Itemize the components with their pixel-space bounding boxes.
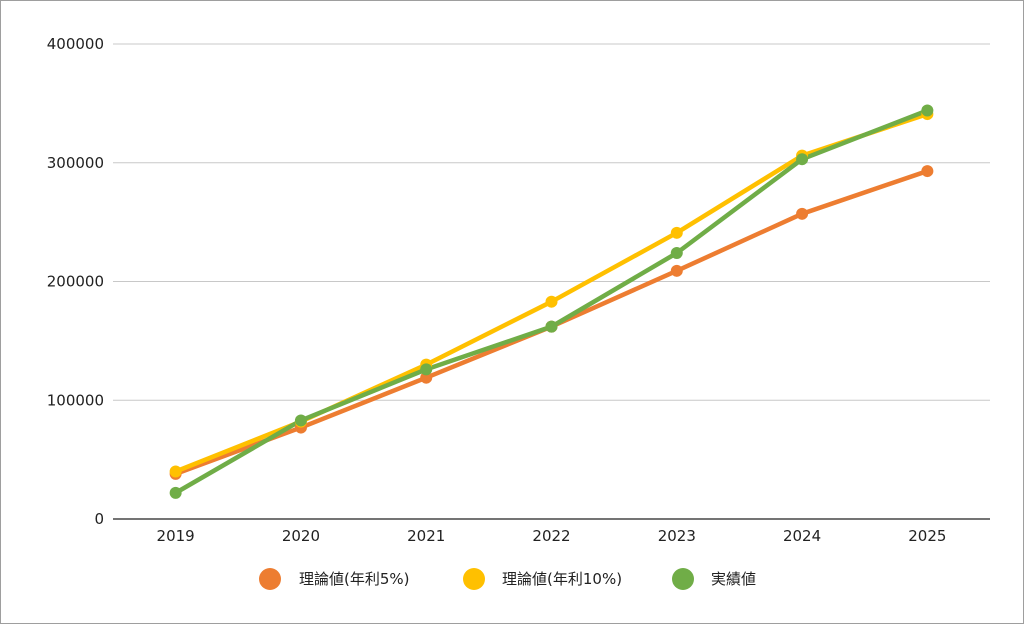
data-point [545,295,558,308]
legend-label: 理論値(年利5%) [299,570,410,588]
x-tick-label: 2023 [658,527,696,545]
y-tick-label: 200000 [47,273,104,291]
data-point [294,414,307,427]
legend-label: 理論値(年利10%) [502,570,622,588]
series-lines [169,104,934,499]
legend-swatch [672,568,694,590]
data-point [169,465,182,478]
x-tick-label: 2019 [157,527,195,545]
y-tick-label: 100000 [47,391,104,409]
data-point [796,153,809,166]
y-tick-label: 400000 [47,35,104,53]
data-point [420,363,433,376]
legend: 理論値(年利5%) 理論値(年利10%) 実績値 [259,568,756,590]
y-axis-ticks: 0 100000 200000 300000 400000 [47,35,104,528]
data-point [670,264,683,277]
data-point [921,104,934,117]
x-tick-label: 2021 [407,527,445,545]
gridlines [113,43,990,401]
data-point [670,247,683,259]
legend-swatch [259,568,281,590]
x-tick-label: 2025 [908,527,946,545]
data-point [670,226,683,239]
x-tick-label: 2020 [282,527,320,545]
x-tick-label: 2024 [783,527,821,545]
x-axis: 2019 2020 2021 2022 2023 2024 2025 [113,518,990,545]
y-tick-label: 300000 [47,154,104,172]
y-tick-label: 0 [94,510,104,528]
data-point [796,207,809,220]
x-tick-label: 2022 [532,527,570,545]
data-point [169,486,182,499]
legend-swatch [463,568,485,590]
series-line-1 [173,111,930,474]
data-point [545,320,558,333]
legend-label: 実績値 [711,570,756,588]
data-point [921,165,934,178]
data-point [420,371,433,384]
